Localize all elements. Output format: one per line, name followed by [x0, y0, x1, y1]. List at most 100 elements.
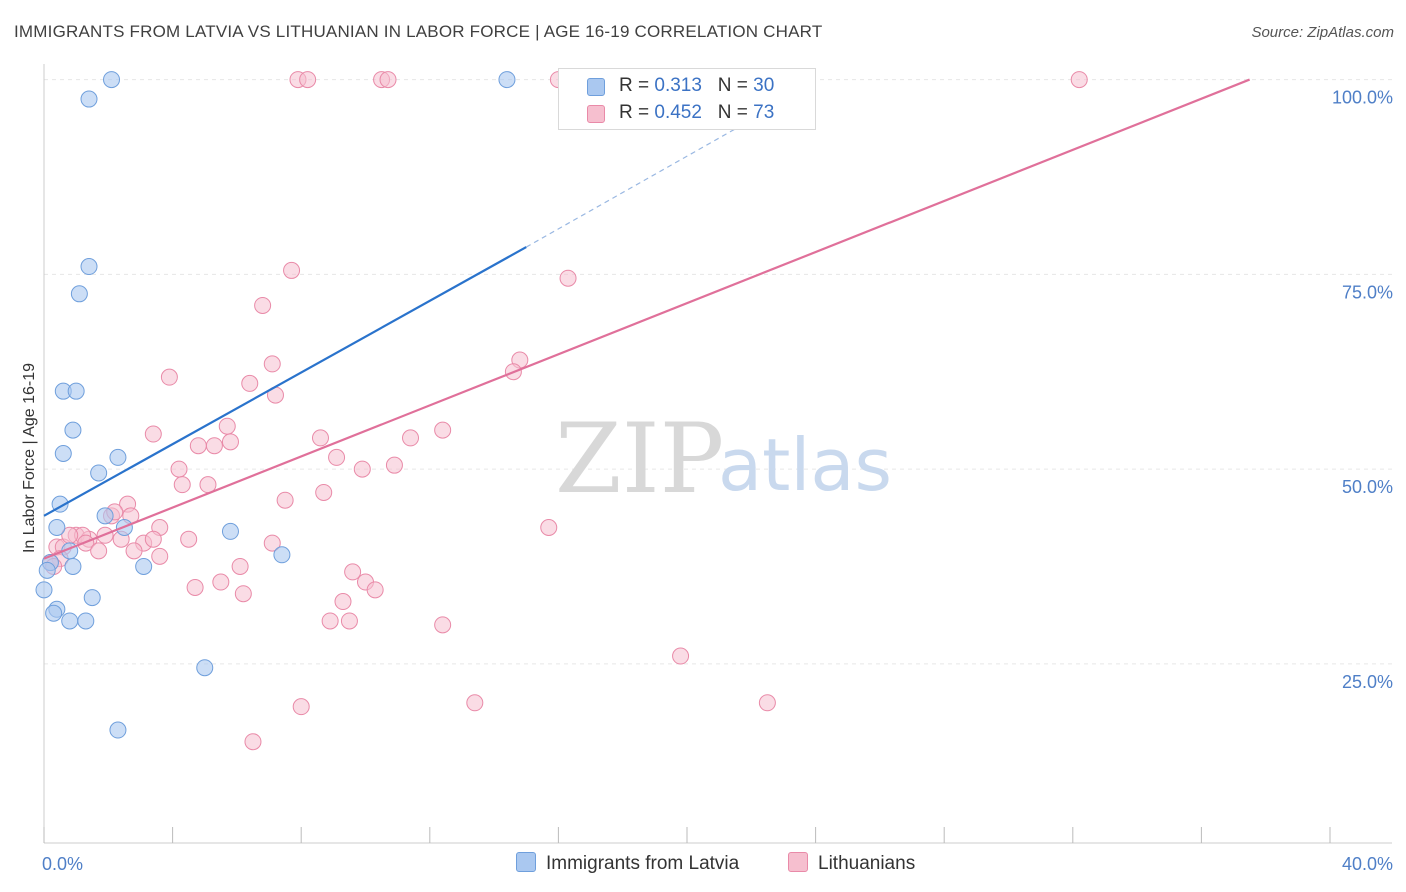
lithuanians-point — [344, 563, 362, 581]
grid-lines — [44, 79, 1392, 665]
lithuanians-point — [434, 421, 452, 439]
latvia-point — [45, 604, 63, 622]
lithuanians-point — [311, 429, 329, 447]
lithuanians-point — [234, 585, 252, 603]
lithuanians-swatch — [587, 105, 605, 123]
latvia-point — [109, 721, 127, 739]
latvia-point — [70, 285, 88, 303]
lithuanians-point — [434, 616, 452, 634]
latvia-point — [80, 90, 98, 108]
lithuanians-point — [125, 542, 143, 560]
lithuanians-point — [263, 534, 281, 552]
lithuanians-point — [212, 573, 230, 591]
y-tick-label: 75.0% — [1342, 282, 1393, 302]
bottom-latvia-swatch — [516, 852, 536, 872]
latvia-trend-extension — [525, 82, 816, 248]
lithuanians-point — [160, 368, 178, 386]
watermark-atlas: atlas — [718, 423, 892, 507]
chart-title: IMMIGRANTS FROM LATVIA VS LITHUANIAN IN … — [14, 22, 823, 41]
lithuanians-point — [292, 698, 310, 716]
latvia-point — [103, 71, 121, 89]
lithuanians-point — [144, 530, 162, 548]
y-tick-labels: 25.0% 50.0% 75.0% 100.0% — [1332, 88, 1393, 692]
bottom-legend-lithuanians: Lithuanians — [788, 852, 915, 875]
lithuanians-point — [205, 437, 223, 455]
latvia-point — [90, 464, 108, 482]
y-axis-label: In Labor Force | Age 16-19 — [21, 363, 38, 553]
bottom-lith-label: Lithuanians — [818, 853, 916, 874]
latvia-point — [77, 612, 95, 630]
lithuanians-point — [144, 425, 162, 443]
latvia-point — [35, 581, 53, 599]
lithuanians-point — [241, 374, 259, 392]
lithuanians-point — [672, 647, 690, 665]
latvia-point — [64, 421, 82, 439]
stats-legend: R = 0.313 N = 30 R = 0.452 N = 73 — [558, 68, 816, 130]
latvia-point — [196, 659, 214, 677]
y-tick-label: 100.0% — [1332, 88, 1393, 108]
lithuanians-point — [231, 557, 249, 575]
watermark: ZIP atlas — [555, 403, 892, 515]
lithuanians-point — [218, 417, 236, 435]
latvia-point — [498, 71, 516, 89]
lith-r-label: R = — [619, 102, 655, 123]
lithuanians-point — [263, 355, 281, 373]
latvia-point — [96, 507, 114, 525]
x-tick-label-min: 0.0% — [42, 854, 83, 874]
bottom-legend-latvia: Immigrants from Latvia — [516, 852, 739, 875]
lithuanians-point — [334, 593, 352, 611]
lithuanians-point — [353, 460, 371, 478]
lithuanians-point — [173, 476, 191, 494]
latvia-points — [35, 71, 516, 739]
latvia-point — [83, 589, 101, 607]
lithuanians-point — [340, 612, 358, 630]
lith-n-value: 73 — [753, 102, 775, 123]
lithuanians-point — [283, 261, 301, 279]
lithuanians-trend-line — [43, 78, 1251, 560]
latvia-point — [80, 258, 98, 276]
latvia-n-value: 30 — [753, 75, 775, 96]
latvia-point — [221, 522, 239, 540]
lithuanians-point — [540, 519, 558, 537]
x-tick-label-max: 40.0% — [1342, 854, 1393, 874]
y-tick-label: 50.0% — [1342, 477, 1393, 497]
latvia-point — [48, 519, 66, 537]
lithuanians-point — [299, 71, 317, 89]
trend-lines — [43, 78, 1251, 560]
lithuanians-point — [328, 448, 346, 466]
lithuanians-point — [244, 733, 262, 751]
lithuanians-point — [758, 694, 776, 712]
lithuanians-point — [466, 694, 484, 712]
latvia-point — [67, 382, 85, 400]
lithuanians-point — [379, 71, 397, 89]
latvia-point — [54, 445, 72, 462]
x-tick-labels: 0.0% 40.0% — [42, 854, 1393, 874]
y-tick-label: 25.0% — [1342, 672, 1393, 692]
lith-r-value: 0.452 — [654, 102, 702, 123]
latvia-point — [273, 546, 291, 564]
latvia-point — [135, 557, 153, 575]
bottom-lith-swatch — [788, 852, 808, 872]
latvia-point — [38, 561, 56, 579]
latvia-point — [61, 612, 79, 630]
latvia-r-value: 0.313 — [654, 75, 702, 96]
lithuanians-point — [559, 269, 577, 287]
latvia-n-label: N = — [717, 75, 754, 96]
lithuanians-point — [276, 491, 294, 509]
lith-n-label: N = — [717, 102, 754, 123]
lithuanians-point — [151, 547, 169, 565]
latvia-point — [64, 557, 82, 575]
watermark-zip: ZIP — [555, 403, 724, 515]
lithuanians-point — [189, 437, 207, 455]
latvia-r-label: R = — [619, 75, 655, 96]
axes — [43, 64, 1392, 844]
latvia-swatch — [587, 78, 605, 96]
lithuanians-point — [315, 483, 333, 501]
latvia-trend-line — [43, 246, 527, 517]
lithuanians-point — [90, 542, 108, 560]
lithuanians-point — [385, 456, 403, 474]
lithuanians-point — [1070, 71, 1088, 89]
lithuanians-point — [366, 581, 384, 599]
source-label: Source: ZipAtlas.com — [1251, 24, 1394, 41]
